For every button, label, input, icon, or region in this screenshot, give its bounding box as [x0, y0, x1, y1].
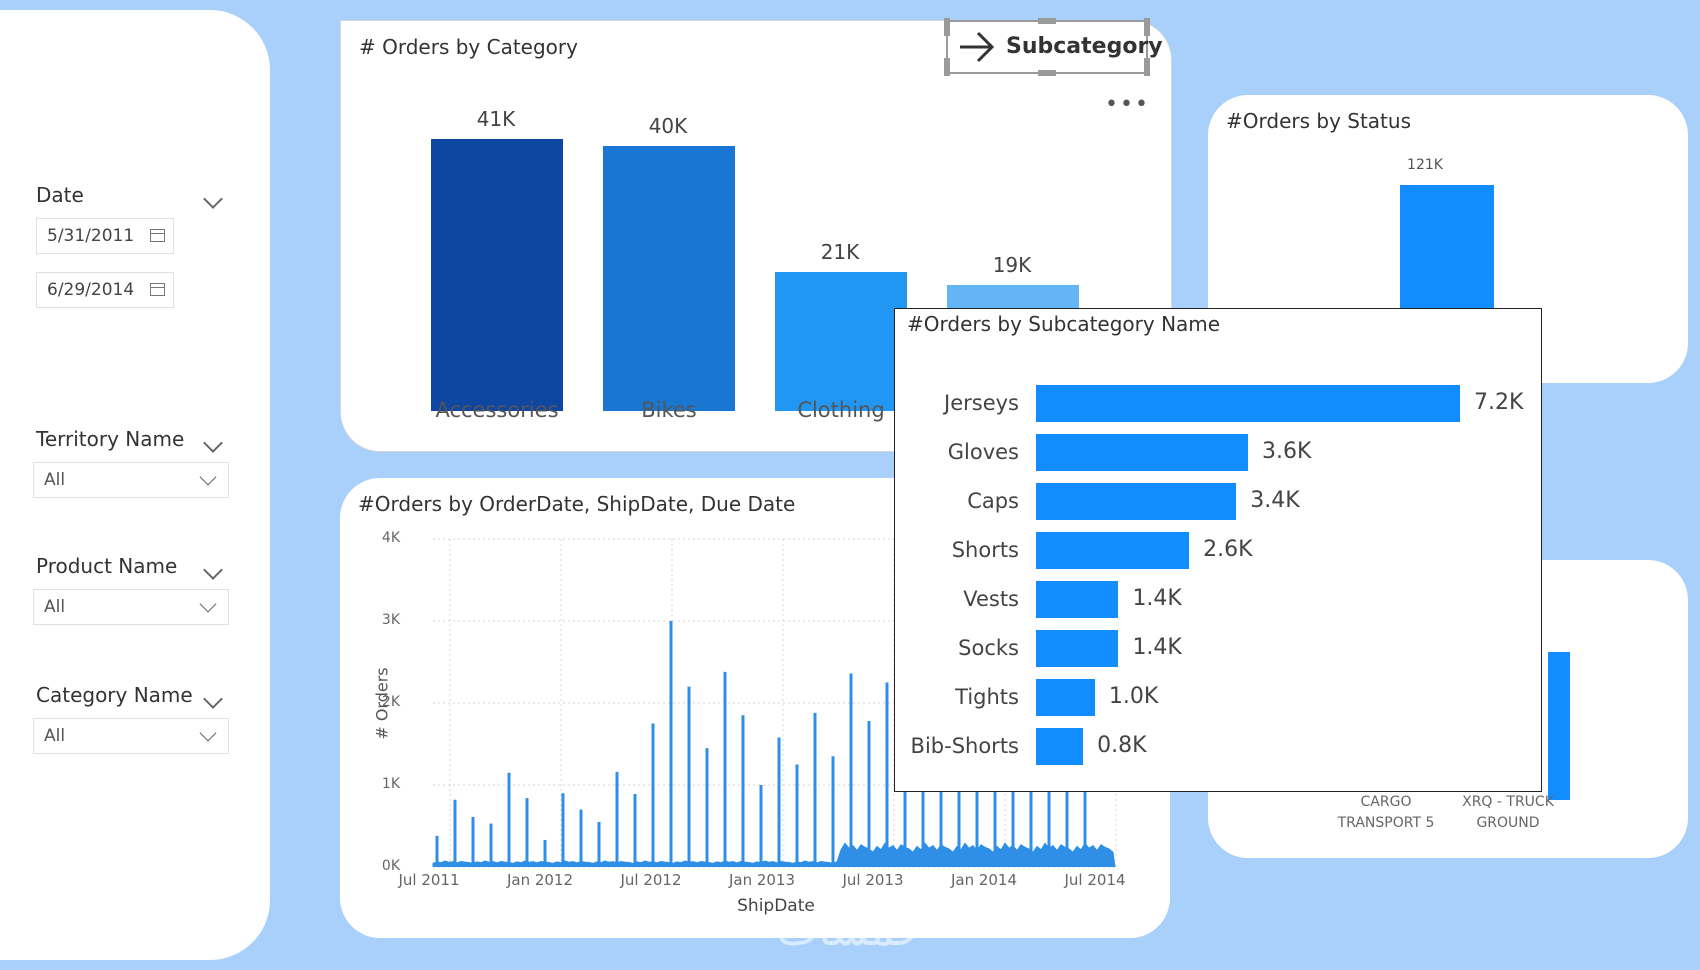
x-tick-label: Jan 2013	[728, 871, 796, 889]
bar-data-label: 1.4K	[1132, 586, 1182, 611]
y-tick-label: 0K	[381, 858, 400, 874]
calendar-icon[interactable]	[150, 229, 165, 242]
category-value: All	[44, 726, 66, 746]
category-dropdown[interactable]: All	[33, 718, 229, 754]
x-tick-label: Jul 2013	[842, 871, 904, 889]
drill-button-label: Subcategory	[1006, 34, 1163, 59]
series-baseline[interactable]	[432, 842, 1116, 868]
x-tick-label: Jul 2014	[1064, 871, 1126, 889]
x-tick-label: Jul 2011	[398, 871, 460, 889]
resize-handle[interactable]	[944, 18, 950, 36]
end-date-value: 6/29/2014	[47, 280, 135, 300]
resize-handle[interactable]	[1144, 58, 1150, 76]
y-tick-label: 1K	[381, 776, 400, 792]
subcategory-bar	[1036, 385, 1460, 422]
bar-data-label: 19K	[992, 252, 1032, 277]
watermark-logo: خمسات	[776, 905, 924, 956]
territory-dropdown[interactable]: All	[33, 462, 229, 498]
chevron-down-icon[interactable]	[203, 689, 223, 709]
category-tick-label: Bikes	[641, 398, 697, 422]
chevron-down-icon[interactable]	[203, 433, 223, 453]
chevron-down-icon[interactable]	[199, 468, 217, 486]
product-value: All	[44, 597, 66, 617]
subcategory-tooltip: #Orders by Subcategory Name Jerseys 7.2K G…	[894, 308, 1542, 792]
subcategory-label: Bib-Shorts	[910, 734, 1019, 758]
x-tick-label: CARGO TRANSPORT 5	[1337, 794, 1435, 831]
subcategory-label: Caps	[967, 489, 1019, 513]
subcategory-bar	[1036, 434, 1248, 471]
chevron-down-icon[interactable]	[203, 189, 223, 209]
chart-title: #Orders by OrderDate, ShipDate, Due Date	[358, 492, 796, 516]
subcategory-label: Socks	[958, 636, 1019, 660]
bar-data-label: 3.4K	[1250, 488, 1300, 513]
subcategory-bar	[1036, 728, 1084, 765]
resize-handle[interactable]	[944, 58, 950, 76]
filter-panel: Date 5/31/2011 6/29/2014 Territory Name …	[0, 10, 270, 960]
x-tick-label: XRQ - TRUCK GROUND	[1462, 794, 1554, 831]
category-tick-label: Accessories	[435, 398, 559, 422]
chevron-down-icon[interactable]	[203, 560, 223, 580]
y-tick-label: 4K	[381, 530, 400, 546]
orders-by-category-card[interactable]: # Orders by Category 41K Accessories 40K Bi…	[340, 20, 1172, 452]
subcategory-bar	[1036, 630, 1119, 667]
bar-data-label: 1.0K	[1108, 684, 1159, 709]
bar-data-label: 0.8K	[1097, 733, 1147, 758]
end-date-input[interactable]: 6/29/2014	[36, 272, 174, 308]
category-tick-label: Clothing	[797, 398, 885, 422]
calendar-icon[interactable]	[150, 283, 165, 296]
tooltip-title: #Orders by Subcategory Name	[907, 312, 1221, 336]
more-options-icon[interactable]: •••	[1105, 92, 1150, 117]
chart-title: # Orders by Category	[359, 35, 578, 59]
category-bar[interactable]	[431, 139, 563, 411]
subcategory-label: Tights	[955, 685, 1019, 709]
territory-slicer-label: Territory Name	[36, 427, 185, 451]
shipmode-bar[interactable]	[1548, 652, 1570, 800]
bar-data-label: 21K	[820, 239, 860, 264]
category-bar[interactable]	[775, 271, 907, 411]
subcategory-bar	[1036, 532, 1190, 569]
x-tick-label: Jul 2012	[620, 871, 682, 889]
bar-data-label: 1.4K	[1132, 635, 1182, 660]
subcategory-label: Shorts	[951, 538, 1019, 562]
subcategory-bar	[1036, 581, 1119, 618]
subcategory-label: Jerseys	[944, 391, 1019, 415]
x-tick-label: Jan 2014	[950, 871, 1018, 889]
bar-data-label: 3.6K	[1262, 439, 1312, 464]
chevron-down-icon[interactable]	[199, 724, 217, 742]
territory-value: All	[44, 470, 66, 490]
bar-data-label: 41K	[476, 107, 516, 131]
resize-handle[interactable]	[1144, 18, 1150, 36]
start-date-input[interactable]: 5/31/2011	[36, 218, 174, 254]
x-tick-label: Jan 2012	[506, 871, 574, 889]
y-tick-label: 2K	[381, 694, 400, 710]
date-slicer-label: Date	[36, 183, 84, 207]
chart-title: #Orders by Status	[1226, 109, 1411, 133]
drill-subcategory-button[interactable]: Subcategory	[944, 18, 1163, 76]
subcategory-bar	[1036, 679, 1095, 716]
resize-handle[interactable]	[1038, 70, 1056, 76]
bar-data-label: 40K	[648, 113, 688, 138]
arrow-right-icon	[960, 31, 995, 63]
start-date-value: 5/31/2011	[47, 226, 135, 246]
bar-data-label: 2.6K	[1203, 537, 1253, 562]
category-slicer-label: Category Name	[36, 683, 193, 707]
resize-handle[interactable]	[1038, 18, 1056, 24]
subcategory-bar	[1036, 483, 1237, 520]
chevron-down-icon[interactable]	[199, 595, 217, 613]
y-tick-label: 3K	[381, 612, 400, 628]
bar-data-label: 7.2K	[1474, 390, 1524, 415]
subcategory-label: Vests	[963, 587, 1019, 611]
product-slicer-label: Product Name	[36, 554, 178, 578]
subcategory-label: Gloves	[947, 440, 1019, 464]
x-axis-label: ShipDate	[737, 896, 815, 916]
category-bar[interactable]	[603, 145, 735, 411]
status-bar-label: 121K	[1407, 157, 1443, 173]
product-dropdown[interactable]: All	[33, 589, 229, 625]
